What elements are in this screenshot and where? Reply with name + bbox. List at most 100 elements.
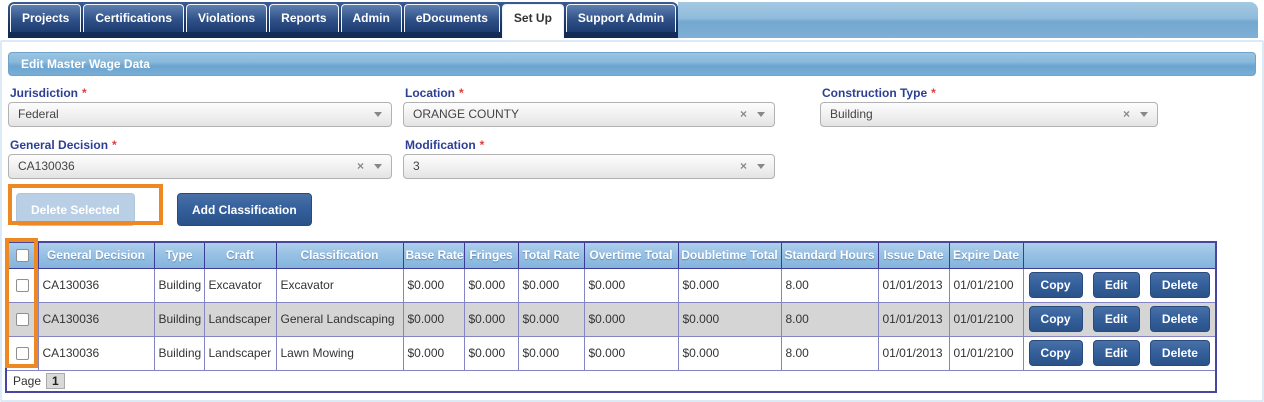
page-label: Page <box>13 373 42 388</box>
row-actions-cell: Copy Edit Delete <box>1022 335 1217 371</box>
tab-edocuments[interactable]: eDocuments <box>403 4 500 32</box>
clear-icon[interactable]: × <box>356 159 364 173</box>
row-checkbox[interactable] <box>15 279 29 293</box>
delete-selected-button[interactable]: Delete Selected <box>16 193 135 226</box>
modification-label: Modification * <box>405 138 484 152</box>
edit-button[interactable]: Edit <box>1092 272 1140 298</box>
required-marker: * <box>82 86 87 100</box>
jurisdiction-label: Jurisdiction * <box>10 86 87 100</box>
cell-issue-date: 01/01/2013 <box>877 335 950 371</box>
tabbar-filler <box>678 2 1258 38</box>
clear-icon[interactable]: × <box>739 107 747 121</box>
tab-admin[interactable]: Admin <box>340 4 402 32</box>
cell-fringes: $0.000 <box>463 267 519 303</box>
delete-button[interactable]: Delete <box>1149 340 1210 366</box>
row-checkbox[interactable] <box>15 313 29 327</box>
cell-base-rate: $0.000 <box>402 301 465 337</box>
clear-icon[interactable]: × <box>1122 107 1130 121</box>
add-classification-button[interactable]: Add Classification <box>177 193 312 226</box>
dropdown-caret-icon[interactable] <box>1140 112 1148 117</box>
col-doubletime-total: Doubletime Total <box>677 241 782 269</box>
cell-base-rate: $0.000 <box>402 267 465 303</box>
row-actions-cell: Copy Edit Delete <box>1022 267 1217 303</box>
table-row: CA130036 Building Excavator Excavator $0… <box>5 267 1217 303</box>
construction-type-value: Building <box>830 107 873 121</box>
copy-button[interactable]: Copy <box>1028 272 1083 298</box>
construction-type-select[interactable]: Building × <box>820 102 1158 127</box>
construction-type-label: Construction Type * <box>822 86 936 100</box>
jurisdiction-value: Federal <box>18 107 59 121</box>
tabs-group: Projects Certifications Violations Repor… <box>8 2 679 38</box>
cell-fringes: $0.000 <box>463 335 519 371</box>
tab-reports[interactable]: Reports <box>269 4 339 32</box>
col-type: Type <box>153 241 205 269</box>
wage-classification-table: General Decision Type Craft Classificati… <box>5 241 1217 393</box>
tab-support-admin[interactable]: Support Admin <box>565 4 677 32</box>
general-decision-label-text: General Decision <box>10 138 109 152</box>
delete-button[interactable]: Delete <box>1149 306 1210 332</box>
cell-total-rate: $0.000 <box>517 267 585 303</box>
pager-row: Page 1 <box>5 369 1217 393</box>
cell-doubletime-total: $0.000 <box>677 335 782 371</box>
col-base-rate: Base Rate <box>402 241 465 269</box>
clear-icon[interactable]: × <box>739 159 747 173</box>
cell-standard-hours: 8.00 <box>780 335 879 371</box>
cell-issue-date: 01/01/2013 <box>877 267 950 303</box>
table-header-row: General Decision Type Craft Classificati… <box>5 241 1217 269</box>
copy-button[interactable]: Copy <box>1028 340 1083 366</box>
col-craft: Craft <box>203 241 277 269</box>
select-all-header-cell <box>5 241 39 269</box>
cell-craft: Landscaper <box>203 301 277 337</box>
cell-craft: Landscaper <box>203 335 277 371</box>
cell-doubletime-total: $0.000 <box>677 267 782 303</box>
col-expire-date: Expire Date <box>948 241 1024 269</box>
edit-button[interactable]: Edit <box>1092 306 1140 332</box>
cell-total-rate: $0.000 <box>517 301 585 337</box>
col-issue-date: Issue Date <box>877 241 950 269</box>
row-checkbox[interactable] <box>15 347 29 361</box>
modification-label-text: Modification <box>405 138 476 152</box>
cell-doubletime-total: $0.000 <box>677 301 782 337</box>
table-row: CA130036 Building Landscaper Lawn Mowing… <box>5 335 1217 371</box>
cell-general-decision: CA130036 <box>37 335 155 371</box>
cell-overtime-total: $0.000 <box>583 301 679 337</box>
tab-certifications[interactable]: Certifications <box>83 4 185 32</box>
cell-type: Building <box>153 335 205 371</box>
cell-classification: General Landscaping <box>275 301 404 337</box>
cell-fringes: $0.000 <box>463 301 519 337</box>
col-overtime-total: Overtime Total <box>583 241 679 269</box>
cell-base-rate: $0.000 <box>402 335 465 371</box>
dropdown-caret-icon[interactable] <box>757 112 765 117</box>
delete-button[interactable]: Delete <box>1149 272 1210 298</box>
copy-button[interactable]: Copy <box>1028 306 1083 332</box>
construction-type-label-text: Construction Type <box>822 86 928 100</box>
cell-issue-date: 01/01/2013 <box>877 301 950 337</box>
dropdown-caret-icon[interactable] <box>374 164 382 169</box>
col-fringes: Fringes <box>463 241 519 269</box>
modification-select[interactable]: 3 × <box>403 154 775 179</box>
required-marker: * <box>479 138 485 152</box>
pager-cell: Page 1 <box>5 369 1217 393</box>
cell-type: Building <box>153 301 205 337</box>
col-actions <box>1022 241 1217 269</box>
col-classification: Classification <box>275 241 404 269</box>
cell-overtime-total: $0.000 <box>583 335 679 371</box>
cell-craft: Excavator <box>203 267 277 303</box>
location-select[interactable]: ORANGE COUNTY × <box>403 102 775 127</box>
page-number-badge[interactable]: 1 <box>46 372 65 389</box>
dropdown-caret-icon[interactable] <box>374 112 382 117</box>
jurisdiction-select[interactable]: Federal <box>8 102 392 127</box>
required-marker: * <box>459 86 464 100</box>
select-all-checkbox[interactable] <box>15 249 29 263</box>
tab-projects[interactable]: Projects <box>10 4 82 32</box>
required-marker: * <box>112 138 117 152</box>
cell-overtime-total: $0.000 <box>583 267 679 303</box>
dropdown-caret-icon[interactable] <box>757 164 765 169</box>
col-total-rate: Total Rate <box>517 241 585 269</box>
cell-expire-date: 01/01/2100 <box>948 267 1024 303</box>
location-label: Location * <box>405 86 464 100</box>
tab-violations[interactable]: Violations <box>186 4 268 32</box>
tab-set-up[interactable]: Set Up <box>501 4 564 38</box>
edit-button[interactable]: Edit <box>1092 340 1140 366</box>
general-decision-select[interactable]: CA130036 × <box>8 154 392 179</box>
